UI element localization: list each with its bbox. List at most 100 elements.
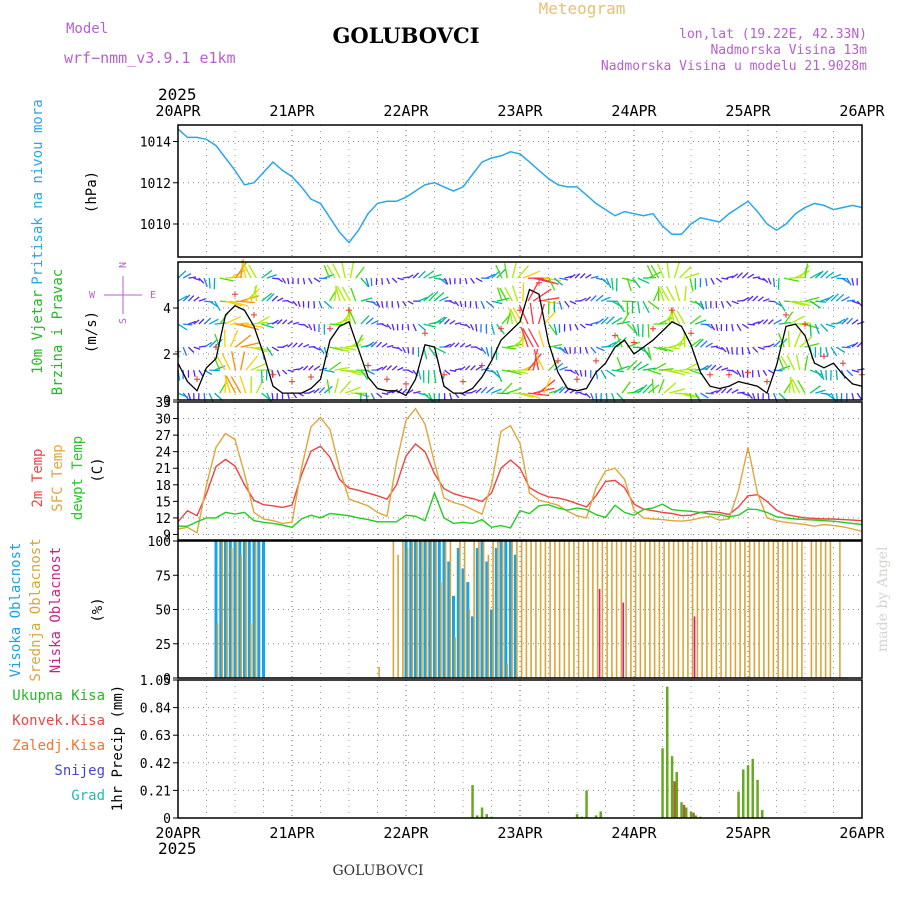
temp-line-1	[177, 407, 863, 534]
cloud-high-bar	[219, 541, 223, 678]
pressure-panel: 1010 1012 1014	[140, 124, 863, 258]
cloud-mid-bar	[558, 541, 561, 678]
wind-arrow	[326, 264, 336, 279]
wind-arrow	[261, 292, 273, 302]
wind-arrow	[407, 369, 414, 374]
y-tick-label: 1010	[140, 218, 171, 233]
cloud-mid-bar	[511, 541, 513, 678]
gust-mark	[213, 344, 219, 351]
wind-arrow	[225, 375, 237, 394]
wind-arrow	[449, 300, 456, 305]
y-tick-label: 1012	[140, 177, 171, 192]
wind-arrow	[188, 276, 197, 279]
wind-arrow	[182, 392, 190, 401]
wind-arrow	[579, 323, 586, 329]
wind-arrow	[219, 277, 234, 282]
wind-arrow	[804, 355, 809, 371]
precip-conv-bar	[682, 804, 686, 818]
panel-border	[177, 124, 863, 258]
wind-arrow	[548, 343, 563, 348]
cloud-mid-bar	[611, 541, 613, 678]
wind-arrow	[809, 300, 821, 309]
precip-total-bar	[742, 769, 745, 818]
wind-arrow	[261, 269, 273, 279]
wind-arrow	[381, 323, 389, 328]
wind-arrow	[491, 300, 503, 305]
wind-arrow	[391, 323, 395, 331]
precip-total-bar	[666, 686, 669, 818]
x-tick-bottom-6: 26APR	[839, 824, 885, 842]
cloud-mid-bar	[653, 541, 656, 678]
wind-arrow	[504, 263, 508, 279]
wind-arrow	[699, 300, 705, 310]
precip-total-bar	[585, 790, 588, 818]
wind-arrow	[762, 319, 769, 325]
cloud-mid-bar	[767, 541, 770, 678]
wind-arrow	[558, 386, 567, 394]
wind-arrow	[334, 378, 340, 394]
wind-arrow	[767, 277, 772, 285]
precip-total-bar	[599, 811, 602, 818]
wind-arrow	[297, 342, 304, 348]
wind-arrow	[303, 343, 310, 348]
wind-arrow	[694, 338, 704, 348]
cloud-mid-bar	[644, 541, 646, 678]
wind-arrow	[741, 347, 744, 355]
wind-arrow	[605, 277, 612, 289]
wind-arrow	[438, 316, 447, 325]
wind-arrow	[381, 301, 384, 308]
wind-arrow	[248, 264, 257, 279]
wind-arrow	[208, 278, 211, 289]
wind-arrow	[365, 369, 375, 375]
wind-arrow	[417, 323, 427, 331]
gust-mark	[346, 307, 352, 314]
cloud-high-bar	[257, 541, 261, 678]
wind-arrow	[590, 295, 597, 302]
wind-arrow	[705, 364, 713, 371]
precip-panel: 0 0.21 0.42 0.63 0.84 1.05	[140, 674, 863, 827]
wind-arrow	[657, 286, 665, 302]
wind-arrow	[464, 277, 468, 285]
cloud-mid-bar	[777, 541, 779, 678]
wind-arrow	[663, 382, 677, 394]
wind-arrow	[459, 300, 463, 308]
wind-arrow	[815, 389, 826, 394]
wind-arrow	[407, 324, 410, 331]
wind-arrow	[528, 392, 550, 397]
x-tick-top-2: 22APR	[383, 102, 429, 120]
wind-arrow	[548, 359, 559, 371]
wind-arrow	[407, 300, 414, 305]
wind-arrow	[585, 323, 593, 326]
wind-arrow	[433, 346, 446, 354]
cloud-high-bar	[461, 568, 465, 678]
wind-arrow	[276, 369, 281, 377]
wind-label: 10m Vjetar	[30, 290, 46, 374]
wind-arrow	[208, 339, 218, 348]
model-name: wrf−nmm_v3.9.1 e1km	[64, 49, 236, 67]
wind-arrow	[504, 286, 513, 302]
wind-arrow	[308, 365, 314, 371]
wind-arrow	[485, 300, 495, 308]
wind-arrow	[741, 323, 749, 329]
wind-arrow	[642, 300, 650, 313]
gust-mark	[289, 378, 295, 385]
wind-arrow	[480, 367, 490, 371]
cloud-high-bar	[456, 547, 460, 678]
wind-arrow	[240, 342, 260, 348]
wind-arrow	[177, 295, 188, 302]
wind-arrow	[757, 296, 764, 302]
cloud-mid-bar	[744, 541, 746, 678]
cloud-mid-bar	[748, 541, 751, 678]
wind-arrow	[499, 287, 508, 302]
gust-mark	[802, 321, 808, 328]
y-tick-label: 0.21	[140, 784, 171, 799]
wind-arrow	[324, 369, 335, 373]
wind-arrow	[710, 364, 717, 371]
wind-arrow	[386, 365, 392, 371]
wind-panel: 0 2 4	[163, 259, 865, 409]
wind-arrow	[548, 277, 556, 291]
wind-arrow	[182, 294, 191, 302]
wind-arrow	[668, 388, 686, 394]
wind-arrow	[700, 340, 708, 348]
